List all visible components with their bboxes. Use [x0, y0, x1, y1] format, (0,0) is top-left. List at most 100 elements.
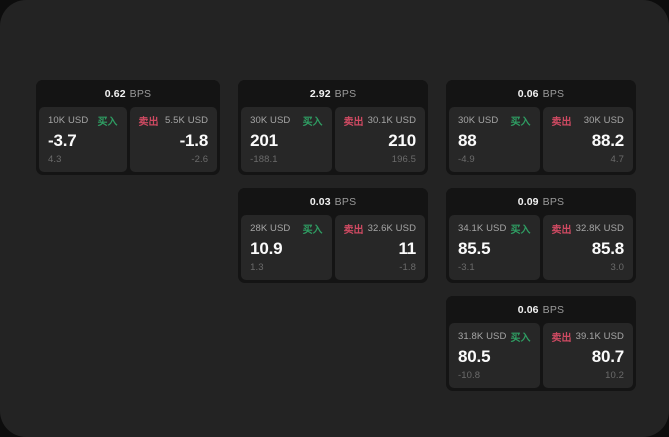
card-body: 34.1K USD 买入 85.5 -3.1 卖出 32.8K USD 85.8…	[446, 215, 636, 283]
sell-panel[interactable]: 卖出 32.8K USD 85.8 3.0	[542, 215, 633, 280]
buy-size-label: 10K USD	[48, 114, 89, 126]
buy-size-label: 30K USD	[250, 114, 291, 126]
sell-sub-value: -1.8	[399, 261, 417, 273]
sell-panel[interactable]: 卖出 5.5K USD -1.8 -2.6	[129, 107, 218, 172]
bps-value: 0.03	[309, 195, 331, 208]
buy-panel-header: 34.1K USD 买入	[458, 222, 531, 236]
sell-sub-value: 196.5	[391, 153, 417, 165]
sell-main-value: 80.7	[591, 346, 624, 366]
buy-panel[interactable]: 30K USD 买入 88 -4.9	[449, 107, 540, 172]
buy-size-label: 28K USD	[250, 222, 291, 234]
sell-action-label: 卖出	[343, 116, 364, 128]
bps-unit: BPS	[542, 303, 565, 316]
card-body: 10K USD 买入 -3.7 4.3 卖出 5.5K USD -1.8 -2.…	[36, 107, 220, 175]
bps-unit: BPS	[129, 87, 152, 100]
sell-panel[interactable]: 卖出 30K USD 88.2 4.7	[542, 107, 633, 172]
bps-value: 0.06	[517, 303, 539, 316]
card-body: 28K USD 买入 10.9 1.3 卖出 32.6K USD 11 -1.8	[238, 215, 428, 283]
sell-size-label: 30K USD	[583, 114, 624, 126]
bps-unit: BPS	[542, 87, 565, 100]
quote-column-3: 0.06 BPS 30K USD 买入 88 -4.9 卖出	[446, 80, 636, 391]
buy-action-label: 买入	[302, 224, 323, 236]
buy-action-label: 买入	[510, 116, 531, 128]
buy-size-label: 31.8K USD	[458, 330, 507, 342]
card-header: 0.06 BPS	[446, 296, 636, 323]
quote-column-2: 2.92 BPS 30K USD 买入 201 -188.1 卖出	[238, 80, 429, 283]
sell-main-value: 85.8	[591, 238, 624, 258]
buy-action-label: 买入	[510, 224, 531, 236]
quote-card-grid: 0.62 BPS 10K USD 买入 -3.7 4.3 卖出	[36, 80, 636, 391]
sell-action-label: 卖出	[343, 224, 364, 236]
buy-sub-value: 1.3	[250, 261, 264, 273]
sell-action-label: 卖出	[551, 224, 572, 236]
quote-card[interactable]: 0.62 BPS 10K USD 买入 -3.7 4.3 卖出	[36, 80, 221, 175]
buy-panel[interactable]: 10K USD 买入 -3.7 4.3	[39, 107, 127, 172]
sell-sub-value: 3.0	[610, 261, 624, 273]
buy-main-value: 88	[458, 130, 477, 150]
buy-main-value: -3.7	[48, 130, 77, 150]
sell-size-label: 30.1K USD	[367, 114, 417, 126]
sell-panel-header: 卖出 32.6K USD	[343, 222, 416, 236]
quote-card[interactable]: 0.09 BPS 34.1K USD 买入 85.5 -3.1 卖出	[446, 188, 636, 283]
buy-panel-header: 30K USD 买入	[458, 114, 531, 128]
quote-card[interactable]: 2.92 BPS 30K USD 买入 201 -188.1 卖出	[238, 80, 429, 175]
buy-sub-value: -3.1	[458, 261, 475, 273]
card-body: 30K USD 买入 88 -4.9 卖出 30K USD 88.2 4.7	[446, 107, 636, 175]
sell-panel-header: 卖出 30.1K USD	[343, 114, 417, 128]
sell-action-label: 卖出	[551, 116, 572, 128]
card-header: 0.03 BPS	[238, 188, 429, 215]
quote-card[interactable]: 0.03 BPS 28K USD 买入 10.9 1.3 卖出	[238, 188, 429, 283]
sell-panel[interactable]: 卖出 32.6K USD 11 -1.8	[334, 215, 426, 280]
buy-size-label: 30K USD	[458, 114, 499, 126]
buy-panel-header: 30K USD 买入	[250, 114, 323, 128]
sell-panel-header: 卖出 32.8K USD	[551, 222, 624, 236]
card-header: 0.62 BPS	[36, 80, 221, 107]
buy-main-value: 85.5	[458, 238, 491, 258]
bps-unit: BPS	[542, 195, 565, 208]
buy-action-label: 买入	[302, 116, 323, 128]
sell-panel-header: 卖出 39.1K USD	[551, 330, 624, 344]
quote-column-1: 0.62 BPS 10K USD 买入 -3.7 4.3 卖出	[36, 80, 221, 175]
buy-panel-header: 10K USD 买入	[48, 114, 118, 128]
sell-sub-value: 4.7	[610, 153, 624, 165]
bps-value: 0.62	[104, 87, 126, 100]
buy-panel[interactable]: 31.8K USD 买入 80.5 -10.8	[449, 323, 540, 388]
sell-size-label: 5.5K USD	[165, 114, 209, 126]
buy-main-value: 201	[250, 130, 278, 150]
sell-panel[interactable]: 卖出 30.1K USD 210 196.5	[334, 107, 426, 172]
sell-sub-value: 10.2	[605, 369, 624, 381]
buy-size-label: 34.1K USD	[458, 222, 507, 234]
card-header: 2.92 BPS	[238, 80, 429, 107]
sell-size-label: 39.1K USD	[575, 330, 624, 342]
quote-card[interactable]: 0.06 BPS 31.8K USD 买入 80.5 -10.8 卖	[446, 296, 636, 391]
buy-panel-header: 31.8K USD 买入	[458, 330, 531, 344]
card-header: 0.09 BPS	[446, 188, 636, 215]
bps-value: 0.06	[517, 87, 539, 100]
sell-panel[interactable]: 卖出 39.1K USD 80.7 10.2	[542, 323, 633, 388]
buy-sub-value: -188.1	[250, 153, 278, 165]
buy-action-label: 买入	[510, 332, 531, 344]
buy-panel[interactable]: 34.1K USD 买入 85.5 -3.1	[449, 215, 540, 280]
sell-action-label: 卖出	[138, 116, 159, 128]
buy-sub-value: -10.8	[458, 369, 481, 381]
bps-value: 2.92	[309, 87, 331, 100]
buy-sub-value: -4.9	[458, 153, 475, 165]
buy-sub-value: 4.3	[48, 153, 62, 165]
buy-main-value: 10.9	[250, 238, 283, 258]
buy-action-label: 买入	[97, 116, 118, 128]
sell-main-value: 11	[398, 238, 417, 258]
card-header: 0.06 BPS	[446, 80, 636, 107]
buy-panel[interactable]: 30K USD 买入 201 -188.1	[241, 107, 332, 172]
sell-sub-value: -2.6	[191, 153, 209, 165]
quote-card[interactable]: 0.06 BPS 30K USD 买入 88 -4.9 卖出	[446, 80, 636, 175]
sell-main-value: 88.2	[591, 130, 624, 150]
bps-unit: BPS	[334, 87, 357, 100]
sell-panel-header: 卖出 5.5K USD	[138, 114, 209, 128]
sell-action-label: 卖出	[551, 332, 572, 344]
buy-panel[interactable]: 28K USD 买入 10.9 1.3	[241, 215, 332, 280]
sell-main-value: 210	[388, 130, 417, 150]
buy-main-value: 80.5	[458, 346, 491, 366]
bps-value: 0.09	[517, 195, 539, 208]
card-body: 30K USD 买入 201 -188.1 卖出 30.1K USD 210 1…	[238, 107, 428, 175]
card-body: 31.8K USD 买入 80.5 -10.8 卖出 39.1K USD 80.…	[446, 323, 636, 391]
